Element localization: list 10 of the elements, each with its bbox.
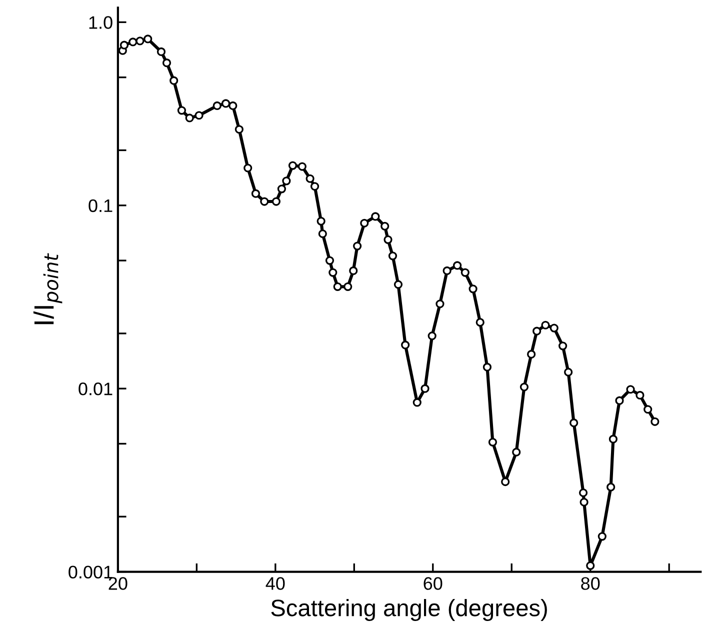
x-tick-label: 20 [108,577,128,590]
x-tick-label: 80 [581,577,600,590]
x-tick-label: 40 [266,577,285,590]
y-tick-label: 0.1 [88,199,112,212]
y-tick-label: 0.01 [78,382,112,396]
x-tick-label: 60 [424,577,442,590]
y-axis-title: I/I$_{point}$ [33,253,62,324]
x-axis-title: Scattering angle (degrees) [271,599,547,622]
y-tick-label: 1.0 [89,16,112,29]
y-tick-label: 0.001 [68,566,112,578]
